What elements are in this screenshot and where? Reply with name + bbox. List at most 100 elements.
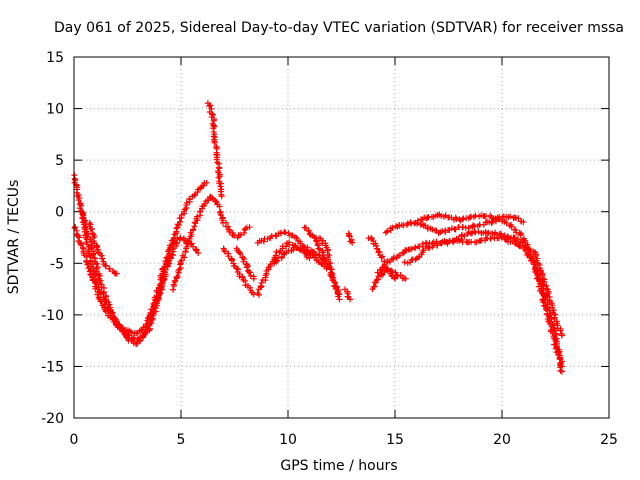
data-point	[488, 219, 495, 226]
data-point	[84, 261, 91, 268]
series-arc-p	[341, 286, 354, 303]
data-point	[273, 258, 280, 265]
data-point	[461, 232, 468, 239]
data-point	[511, 214, 518, 221]
data-point	[219, 217, 226, 224]
data-point	[277, 230, 284, 237]
data-point	[332, 279, 339, 286]
data-point	[545, 290, 552, 297]
data-point	[139, 333, 146, 340]
data-point	[121, 331, 128, 338]
x-tick-label: 20	[493, 432, 511, 448]
data-point	[374, 276, 381, 283]
data-point	[177, 218, 184, 225]
data-point	[93, 261, 100, 268]
y-tick-labels: 15 10 5 0 -5 -10 -15 -20	[41, 50, 64, 427]
data-point	[472, 229, 479, 236]
series-arc-h	[220, 245, 257, 298]
data-point	[236, 249, 243, 256]
data-point	[233, 265, 240, 272]
data-point	[246, 224, 253, 231]
data-point	[119, 327, 126, 334]
data-point	[77, 241, 84, 248]
series-arc-n	[316, 235, 343, 303]
data-point	[81, 224, 88, 231]
data-point	[273, 233, 280, 240]
data-point	[517, 243, 524, 250]
data-point	[438, 240, 445, 247]
data-point	[372, 279, 379, 286]
data-point	[186, 196, 193, 203]
data-point	[184, 240, 191, 247]
data-point	[540, 292, 547, 299]
data-point	[225, 223, 232, 230]
data-point	[373, 277, 380, 284]
data-point	[237, 250, 244, 257]
data-point	[473, 239, 480, 246]
data-point	[315, 245, 322, 252]
data-point	[472, 212, 479, 219]
data-point	[171, 238, 178, 245]
y-axis-label: SDTVAR / TECUs	[6, 180, 22, 295]
y-tick-label: 5	[55, 153, 64, 169]
series-arc-e	[170, 193, 223, 293]
data-point	[558, 332, 565, 339]
data-point	[191, 192, 198, 199]
data-point	[540, 281, 547, 288]
x-tick-label: 0	[70, 432, 79, 448]
plot-frame	[73, 56, 610, 419]
data-point	[170, 286, 177, 293]
data-point	[349, 239, 356, 246]
series-arc-c	[79, 209, 202, 347]
data-point	[228, 257, 235, 264]
data-point	[237, 231, 244, 238]
series-arc-i	[233, 245, 257, 282]
data-point	[94, 291, 101, 298]
data-point	[146, 313, 153, 320]
data-point	[424, 214, 431, 221]
data-point	[311, 234, 318, 241]
data-point	[556, 355, 563, 362]
x-tick-labels: 0 5 10 15 20 25	[70, 432, 618, 448]
data-point	[501, 232, 508, 239]
data-point	[153, 293, 160, 300]
data-point	[128, 329, 135, 336]
data-point	[542, 306, 549, 313]
data-point	[392, 269, 399, 276]
data-point	[202, 200, 209, 207]
data-point	[179, 252, 186, 259]
data-point	[173, 274, 180, 281]
data-point	[459, 216, 466, 223]
y-tick-label: -5	[50, 256, 64, 272]
data-point	[541, 302, 548, 309]
series-arc-g	[216, 208, 253, 241]
data-point	[378, 254, 385, 261]
data-point	[396, 252, 403, 259]
data-point	[465, 225, 472, 232]
data-point	[475, 228, 482, 235]
data-point	[394, 273, 401, 280]
data-point	[243, 264, 250, 271]
data-point	[379, 253, 386, 260]
data-point	[397, 272, 404, 279]
data-point	[448, 225, 455, 232]
chart-title: Day 061 of 2025, Sidereal Day-to-day VTE…	[54, 20, 624, 36]
data-point	[314, 242, 321, 249]
data-point	[103, 262, 110, 269]
data-point	[412, 256, 419, 263]
data-point	[545, 318, 552, 325]
data-point	[306, 255, 313, 262]
data-point	[552, 337, 559, 344]
data-point	[197, 185, 204, 192]
data-point	[76, 234, 83, 241]
data-point	[503, 220, 510, 227]
data-point	[226, 228, 233, 235]
y-tick-label: -20	[41, 411, 64, 427]
data-point	[532, 252, 539, 259]
data-point	[368, 234, 375, 241]
data-point	[177, 234, 184, 241]
y-tick-label: -10	[41, 308, 64, 324]
data-points	[71, 100, 566, 375]
data-point	[493, 231, 500, 238]
data-point	[90, 251, 97, 258]
